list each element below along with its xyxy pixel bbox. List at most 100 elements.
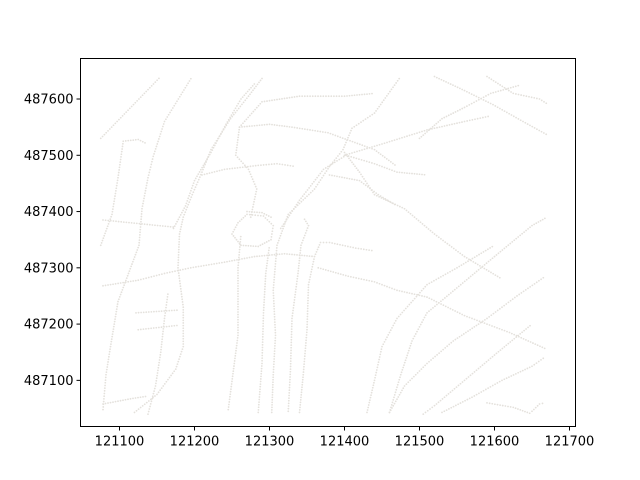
scatter-point (245, 166, 248, 169)
scatter-point (227, 118, 230, 121)
scatter-point (273, 124, 276, 126)
scatter-point (289, 370, 292, 373)
scatter-point (239, 235, 242, 238)
scatter-point (181, 221, 184, 223)
scatter-point (236, 339, 239, 342)
scatter-point (135, 222, 138, 225)
scatter-point (449, 391, 452, 394)
scatter-point (447, 114, 450, 117)
scatter-point (113, 320, 116, 323)
scatter-point (247, 95, 250, 98)
scatter-point (400, 371, 403, 374)
scatter-point (388, 331, 391, 334)
scatter-point (273, 358, 276, 360)
scatter-point (127, 109, 129, 112)
scatter-point (299, 246, 302, 249)
scatter-point (370, 189, 373, 192)
scatter-point (303, 363, 306, 366)
scatter-point (531, 410, 533, 413)
scatter-point (192, 182, 195, 185)
scatter-point (324, 269, 327, 271)
scatter-point (297, 264, 300, 267)
y-tick-label: 487300 (24, 261, 74, 276)
scatter-point (304, 352, 306, 355)
scatter-point (147, 413, 149, 416)
scatter-point (134, 101, 137, 104)
scatter-point (322, 241, 325, 244)
scatter-point (241, 258, 243, 260)
scatter-point (255, 85, 257, 88)
scatter-point (309, 276, 312, 278)
scatter-point (122, 140, 125, 143)
scatter-point (258, 396, 261, 398)
scatter-point (192, 266, 195, 269)
scatter-point (247, 244, 250, 247)
scatter-point (107, 219, 110, 222)
scatter-point (194, 186, 197, 189)
scatter-point (428, 360, 430, 363)
scatter-point (121, 288, 124, 291)
scatter-point (180, 293, 183, 295)
scatter-point (160, 130, 163, 133)
scatter-point (163, 320, 166, 322)
scatter-point (396, 386, 398, 389)
y-tick-label: 487500 (24, 149, 74, 164)
scatter-point (515, 334, 518, 337)
scatter-point (109, 348, 111, 351)
scatter-point (450, 341, 453, 344)
scatter-point (505, 111, 508, 114)
scatter-point (324, 131, 327, 134)
scatter-point (235, 344, 238, 347)
scatter-point (298, 409, 301, 411)
scatter-point (221, 169, 223, 171)
scatter-point (480, 97, 483, 100)
scatter-point (340, 150, 343, 153)
scatter-point (423, 129, 426, 132)
scatter-point (291, 320, 293, 323)
scatter-point (140, 210, 143, 213)
scatter-point (543, 347, 546, 350)
scatter-point (475, 95, 478, 98)
scatter-point (147, 327, 150, 330)
scatter-point (373, 145, 376, 148)
scatter-point (202, 168, 204, 171)
scatter-point (461, 381, 464, 383)
scatter-point (267, 215, 270, 217)
scatter-point (393, 402, 396, 405)
scatter-point (432, 306, 434, 309)
scatter-point (179, 269, 182, 271)
scatter-point (375, 194, 378, 197)
scatter-point (272, 381, 274, 384)
scatter-point (304, 350, 307, 352)
scatter-point (236, 109, 238, 112)
scatter-point (545, 102, 548, 105)
scatter-point (261, 341, 264, 344)
scatter-point (185, 202, 188, 205)
scatter-point (119, 158, 122, 161)
scatter-point (370, 249, 373, 252)
scatter-point (196, 175, 198, 178)
scatter-point (298, 95, 301, 98)
scatter-point (328, 165, 331, 168)
scatter-point (499, 89, 502, 92)
scatter-point (436, 126, 438, 129)
scatter-point (165, 309, 168, 312)
scatter-point (479, 365, 482, 368)
scatter-point (366, 93, 368, 95)
scatter-point (361, 144, 364, 147)
scatter-point (289, 378, 291, 381)
scatter-point (278, 163, 281, 166)
scatter-point (414, 333, 417, 335)
scatter-point (352, 163, 355, 166)
scatter-point (252, 89, 254, 92)
scatter-point (138, 241, 141, 244)
scatter-point (264, 217, 267, 219)
scatter-point (365, 160, 368, 163)
scatter-point (530, 96, 533, 99)
scatter-point (336, 175, 338, 178)
scatter-point (127, 272, 130, 275)
scatter-point (176, 220, 179, 223)
scatter-point (233, 228, 236, 231)
scatter-point (267, 239, 270, 242)
scatter-point (168, 325, 171, 328)
